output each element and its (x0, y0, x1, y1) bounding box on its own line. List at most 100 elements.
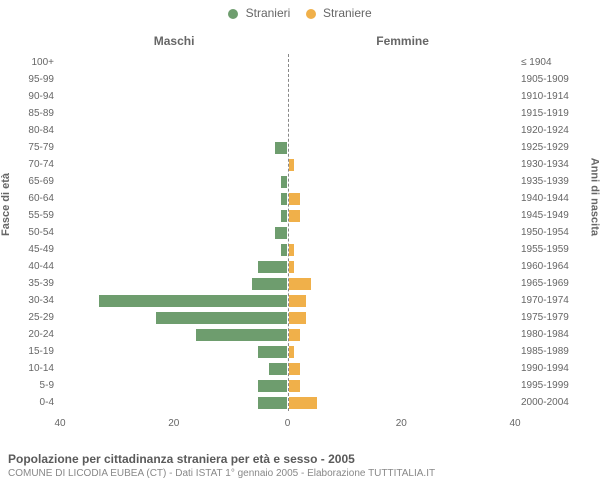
legend-label-female: Straniere (323, 6, 372, 20)
birth-year-label: 1940-1944 (521, 190, 569, 207)
legend-swatch-female (306, 9, 316, 19)
caption-main: Popolazione per cittadinanza straniera p… (0, 446, 600, 468)
chart-row: 30-341970-1974 (60, 292, 515, 309)
chart-row: 25-291975-1979 (60, 309, 515, 326)
y-axis-title-left: Fasce di età (0, 173, 12, 236)
chart-row: 70-741930-1934 (60, 156, 515, 173)
birth-year-label: 1910-1914 (521, 88, 569, 105)
age-label: 80-84 (28, 122, 54, 139)
age-label: 70-74 (28, 156, 54, 173)
bar-male (156, 312, 287, 324)
bar-female (289, 329, 300, 341)
birth-year-label: 1985-1989 (521, 343, 569, 360)
age-label: 55-59 (28, 207, 54, 224)
age-label: 50-54 (28, 224, 54, 241)
bar-male (196, 329, 287, 341)
age-label: 35-39 (28, 275, 54, 292)
bar-female (289, 380, 300, 392)
bar-female (289, 363, 300, 375)
chart-row: 100+≤ 1904 (60, 54, 515, 71)
chart-row: 15-191985-1989 (60, 343, 515, 360)
age-label: 65-69 (28, 173, 54, 190)
age-label: 10-14 (28, 360, 54, 377)
chart-row: 55-591945-1949 (60, 207, 515, 224)
legend-label-male: Stranieri (246, 6, 291, 20)
chart-row: 80-841920-1924 (60, 122, 515, 139)
birth-year-label: 1905-1909 (521, 71, 569, 88)
age-label: 100+ (31, 54, 54, 71)
chart-row: 60-641940-1944 (60, 190, 515, 207)
bar-male (275, 227, 286, 239)
x-tick: 20 (168, 418, 179, 429)
bar-female (289, 193, 300, 205)
birth-year-label: 1925-1929 (521, 139, 569, 156)
legend-swatch-male (228, 9, 238, 19)
chart-row: 45-491955-1959 (60, 241, 515, 258)
birth-year-label: ≤ 1904 (521, 54, 552, 71)
birth-year-label: 1975-1979 (521, 309, 569, 326)
x-tick: 40 (54, 418, 65, 429)
chart-row: 5-91995-1999 (60, 377, 515, 394)
age-label: 25-29 (28, 309, 54, 326)
birth-year-label: 1915-1919 (521, 105, 569, 122)
age-label: 30-34 (28, 292, 54, 309)
age-label: 60-64 (28, 190, 54, 207)
bar-female (289, 261, 295, 273)
bar-female (289, 278, 312, 290)
age-label: 45-49 (28, 241, 54, 258)
chart-row: 10-141990-1994 (60, 360, 515, 377)
age-label: 40-44 (28, 258, 54, 275)
birth-year-label: 1960-1964 (521, 258, 569, 275)
chart-row: 65-691935-1939 (60, 173, 515, 190)
birth-year-label: 1945-1949 (521, 207, 569, 224)
bar-male (258, 346, 286, 358)
chart: Fasce di età Anni di nascita Maschi Femm… (0, 26, 600, 446)
chart-row: 20-241980-1984 (60, 326, 515, 343)
x-tick: 0 (285, 418, 291, 429)
chart-row: 40-441960-1964 (60, 258, 515, 275)
bar-male (281, 210, 287, 222)
bar-male (252, 278, 286, 290)
chart-row: 90-941910-1914 (60, 88, 515, 105)
chart-row: 0-42000-2004 (60, 394, 515, 411)
age-label: 90-94 (28, 88, 54, 105)
column-title-male: Maschi (154, 34, 195, 48)
bar-female (289, 295, 306, 307)
birth-year-label: 1965-1969 (521, 275, 569, 292)
chart-row: 50-541950-1954 (60, 224, 515, 241)
birth-year-label: 1980-1984 (521, 326, 569, 343)
bar-female (289, 346, 295, 358)
age-label: 20-24 (28, 326, 54, 343)
bar-male (258, 261, 286, 273)
birth-year-label: 1955-1959 (521, 241, 569, 258)
legend-item-male: Stranieri (228, 6, 290, 20)
column-title-female: Femmine (376, 34, 429, 48)
bar-female (289, 312, 306, 324)
bar-female (289, 210, 300, 222)
bar-male (258, 397, 286, 409)
birth-year-label: 1970-1974 (521, 292, 569, 309)
bar-male (269, 363, 286, 375)
chart-row: 85-891915-1919 (60, 105, 515, 122)
bar-male (281, 176, 287, 188)
chart-row: 75-791925-1929 (60, 139, 515, 156)
bar-male (281, 244, 287, 256)
bar-male (99, 295, 287, 307)
x-tick: 20 (396, 418, 407, 429)
bar-male (275, 142, 286, 154)
age-label: 5-9 (40, 377, 54, 394)
bar-female (289, 397, 317, 409)
legend: Stranieri Straniere (0, 0, 600, 26)
birth-year-label: 1995-1999 (521, 377, 569, 394)
birth-year-label: 1990-1994 (521, 360, 569, 377)
birth-year-label: 2000-2004 (521, 394, 569, 411)
birth-year-label: 1930-1934 (521, 156, 569, 173)
plot-area: 100+≤ 190495-991905-190990-941910-191485… (60, 54, 515, 411)
x-axis: 402002040 (60, 418, 515, 434)
bar-male (281, 193, 287, 205)
x-tick: 40 (509, 418, 520, 429)
age-label: 85-89 (28, 105, 54, 122)
age-label: 15-19 (28, 343, 54, 360)
age-label: 0-4 (40, 394, 54, 411)
age-label: 95-99 (28, 71, 54, 88)
